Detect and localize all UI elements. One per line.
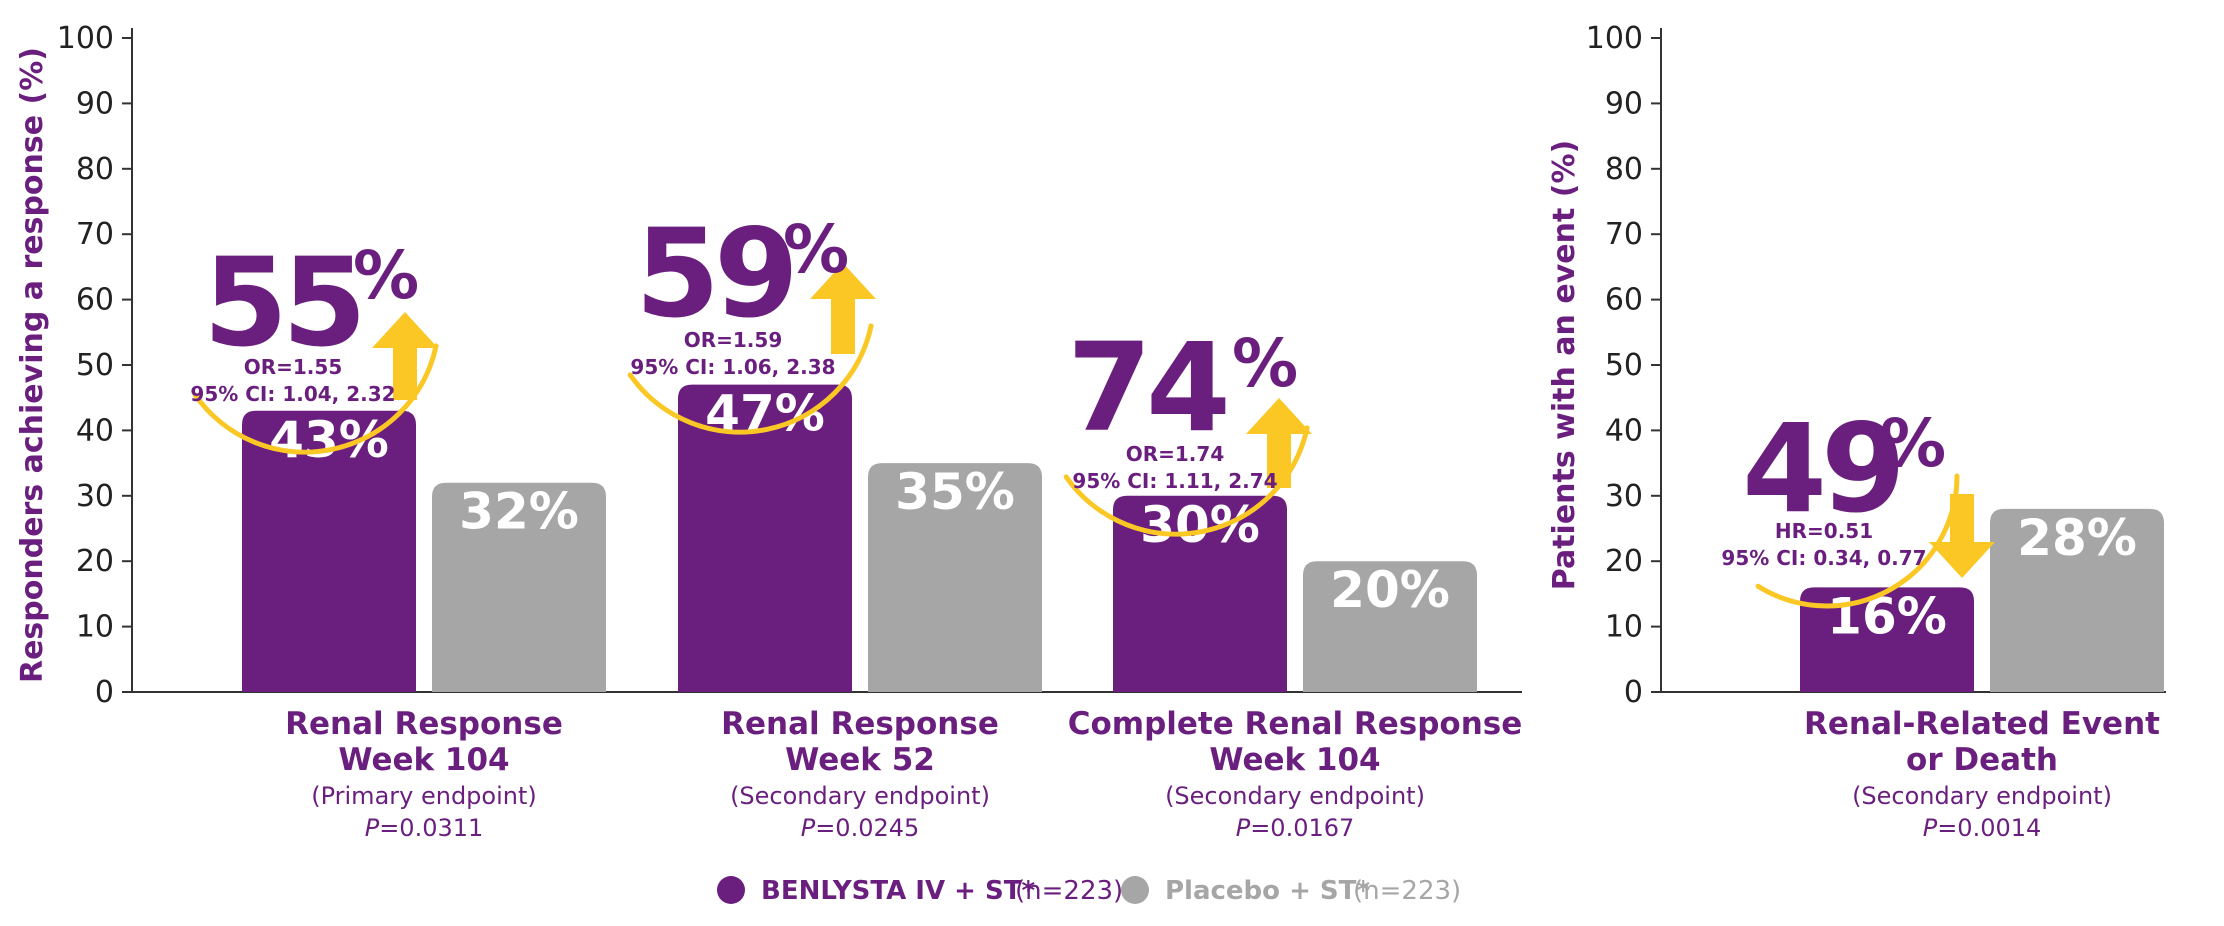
legend-swatch-placebo bbox=[1121, 876, 1149, 904]
reduction-percent-number: 59 bbox=[635, 203, 793, 345]
highlight-circle bbox=[192, 343, 439, 455]
reduction-percent-sign: % bbox=[1232, 325, 1298, 402]
y-tick-label: 30 bbox=[76, 479, 114, 514]
benlysta-bar bbox=[1800, 587, 1974, 692]
bar-value-label: 16% bbox=[1827, 587, 1947, 645]
y-tick-label: 0 bbox=[1624, 675, 1643, 710]
category-title: Renal Response bbox=[721, 706, 999, 742]
y-tick-label: 70 bbox=[76, 217, 114, 252]
category-p-value: P=0.0014 bbox=[1923, 814, 2042, 842]
benlysta-bar bbox=[678, 384, 852, 692]
category-title: Week 104 bbox=[1209, 742, 1380, 778]
bar-value-label: 43% bbox=[269, 411, 389, 469]
y-tick-label: 50 bbox=[1605, 348, 1643, 383]
p-symbol: P bbox=[1236, 814, 1251, 842]
placebo-bar bbox=[432, 482, 606, 692]
category-endpoint: (Secondary endpoint) bbox=[1165, 782, 1425, 810]
arrow-down-icon bbox=[1929, 494, 1995, 578]
bar-value-label: 32% bbox=[459, 483, 579, 541]
confidence-interval-label: 95% CI: 0.34, 0.77 bbox=[1721, 546, 1926, 570]
p-symbol: P bbox=[801, 814, 816, 842]
highlight-circle bbox=[627, 323, 874, 435]
category-endpoint: (Primary endpoint) bbox=[311, 782, 537, 810]
legend-n-placebo: (n=223) bbox=[1353, 876, 1461, 906]
category-title: or Death bbox=[1906, 742, 2058, 778]
reduction-percent-number: 55 bbox=[203, 232, 361, 374]
confidence-interval-label: 95% CI: 1.04, 2.32 bbox=[190, 382, 395, 406]
y-tick-label: 30 bbox=[1605, 479, 1643, 514]
reduction-percent-number: 49 bbox=[1742, 398, 1900, 540]
y-tick-label: 40 bbox=[1605, 413, 1643, 448]
y-tick-label: 50 bbox=[76, 348, 114, 383]
category-title: Renal-Related Event bbox=[1804, 706, 2160, 742]
category-p-value: P=0.0167 bbox=[1236, 814, 1355, 842]
y-tick-label: 40 bbox=[76, 413, 114, 448]
legend-label-benlysta: BENLYSTA IV + ST* bbox=[761, 876, 1035, 906]
category-p-value: P=0.0245 bbox=[801, 814, 920, 842]
category-p-value: P=0.0311 bbox=[365, 814, 484, 842]
category-endpoint: (Secondary endpoint) bbox=[730, 782, 990, 810]
odds-ratio-label: OR=1.74 bbox=[1126, 442, 1225, 466]
arrow-up-icon bbox=[1246, 398, 1312, 488]
placebo-bar bbox=[868, 463, 1042, 692]
y-tick-label: 60 bbox=[76, 283, 114, 318]
y-tick-label: 10 bbox=[76, 610, 114, 645]
bar-value-label: 35% bbox=[895, 463, 1015, 521]
y-tick-label: 70 bbox=[1605, 217, 1643, 252]
legend-n-benlysta: (n=223) bbox=[1015, 876, 1123, 906]
category-title: Renal Response bbox=[285, 706, 563, 742]
p-symbol: P bbox=[1923, 814, 1938, 842]
bar-value-label: 28% bbox=[2017, 509, 2137, 567]
category-title: Complete Renal Response bbox=[1068, 706, 1523, 742]
p-symbol: P bbox=[365, 814, 380, 842]
y-axis-title: Responders achieving a response (%) bbox=[15, 47, 50, 683]
odds-ratio-label: OR=1.59 bbox=[684, 328, 783, 352]
benlysta-bar bbox=[242, 410, 416, 692]
y-tick-label: 0 bbox=[95, 675, 114, 710]
placebo-bar bbox=[1990, 508, 2164, 692]
confidence-interval-label: 95% CI: 1.06, 2.38 bbox=[630, 355, 835, 379]
y-tick-label: 20 bbox=[76, 544, 114, 579]
bar-value-label: 30% bbox=[1140, 496, 1260, 554]
arrow-up-icon bbox=[810, 263, 876, 354]
category-title: Week 104 bbox=[338, 742, 509, 778]
category-title: Week 52 bbox=[785, 742, 935, 778]
reduction-percent-sign: % bbox=[353, 237, 419, 314]
y-tick-label: 10 bbox=[1605, 610, 1643, 645]
y-tick-label: 60 bbox=[1605, 283, 1643, 318]
p-value-number: =0.0245 bbox=[815, 814, 919, 842]
p-value-number: =0.0014 bbox=[1937, 814, 2041, 842]
reduction-percent-sign: % bbox=[1880, 405, 1946, 482]
y-tick-label: 100 bbox=[57, 21, 114, 56]
y-tick-label: 100 bbox=[1586, 21, 1643, 56]
p-value-number: =0.0311 bbox=[379, 814, 483, 842]
p-value-number: =0.0167 bbox=[1250, 814, 1354, 842]
y-tick-label: 90 bbox=[1605, 86, 1643, 121]
arrow-up-icon bbox=[372, 312, 438, 400]
y-tick-label: 20 bbox=[1605, 544, 1643, 579]
odds-ratio-label: OR=1.55 bbox=[244, 355, 343, 379]
y-axis-title: Patients with an event (%) bbox=[1547, 140, 1582, 590]
odds-ratio-label: HR=0.51 bbox=[1775, 519, 1873, 543]
benlysta-bar bbox=[1113, 495, 1287, 692]
category-endpoint: (Secondary endpoint) bbox=[1852, 782, 2112, 810]
reduction-percent-sign: % bbox=[783, 211, 849, 288]
confidence-interval-label: 95% CI: 1.11, 2.74 bbox=[1072, 469, 1277, 493]
legend-label-placebo: Placebo + ST* bbox=[1165, 876, 1370, 906]
legend-swatch-benlysta bbox=[717, 876, 745, 904]
y-tick-label: 90 bbox=[76, 86, 114, 121]
reduction-percent-number: 74 bbox=[1067, 317, 1226, 459]
placebo-bar bbox=[1303, 561, 1477, 692]
bar-value-label: 20% bbox=[1330, 561, 1450, 619]
y-tick-label: 80 bbox=[1605, 152, 1643, 187]
y-tick-label: 80 bbox=[76, 152, 114, 187]
